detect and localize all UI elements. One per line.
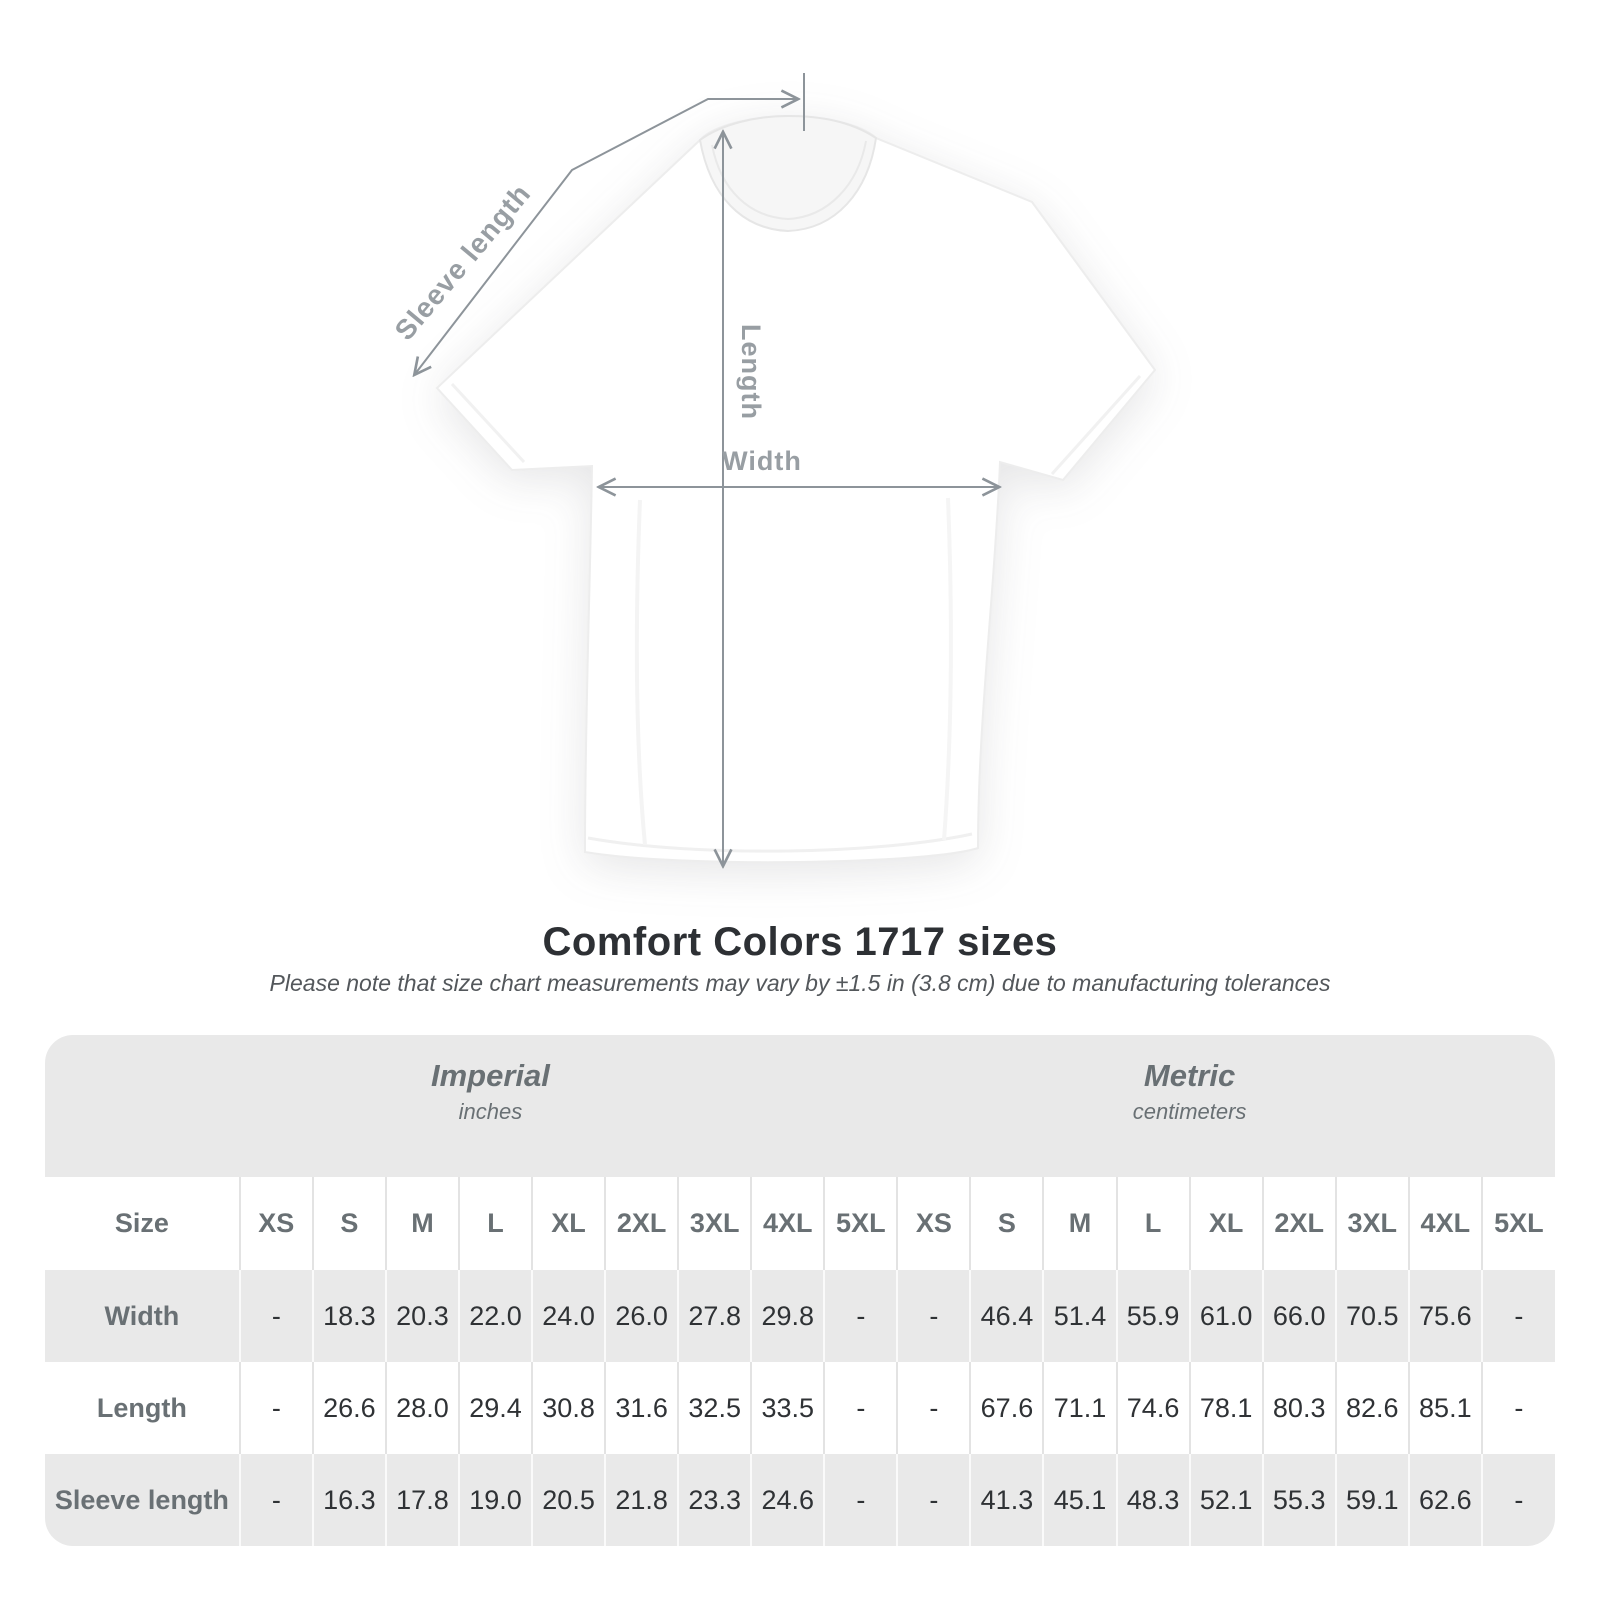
size-tolerance-note: Please note that size chart measurements… [269,970,1331,996]
cell-sleeve-length-imperial-xl: 20.5 [531,1454,606,1546]
table-row-length: Length -26.6 28.0 29.4 30.8 31.6 32.5 33.5- -67.… [45,1362,1555,1454]
cell-sleeve-length-metric-5xl: - [1480,1454,1555,1546]
size-chart-table: Imperial inches Metric centimeters Size X… [45,1035,1555,1546]
tshirt-illustration: Sleeve length Length Width [389,73,1157,920]
cell-width-imperial-xl: 24.0 [531,1270,606,1362]
size-header-imperial-s: S [311,1177,386,1270]
cell-sleeve-length-metric-2xl: 55.3 [1261,1454,1336,1546]
cell-length-imperial-l: 29.4 [457,1362,533,1454]
cell-width-metric-xs: - [896,1270,971,1362]
imperial-sublabel: inches [458,1099,523,1124]
tshirt-shape [435,114,1157,864]
cell-sleeve-length-metric-l: 48.3 [1115,1454,1190,1546]
cell-length-imperial-3xl: 32.5 [677,1362,752,1454]
cell-width-metric-2xl: 66.0 [1261,1270,1336,1362]
size-header-imperial-4xl: 4XL [750,1177,825,1270]
cell-width-imperial-l: 22.0 [457,1270,533,1362]
tshirt-diagram: Sleeve length Length Width [389,73,1157,920]
metric-sublabel: centimeters [1132,1099,1247,1124]
cell-sleeve-length-imperial-s: 16.3 [311,1454,386,1546]
imperial-label: Imperial [430,1058,550,1093]
cell-width-imperial-5xl: - [823,1270,898,1362]
size-header-metric-l: L [1115,1177,1190,1270]
cell-width-imperial-3xl: 27.8 [677,1270,752,1362]
size-header-metric-s: S [969,1177,1044,1270]
size-header-metric-m: M [1042,1177,1117,1270]
unit-group-metric: Metric centimeters [1133,1057,1247,1129]
size-header-imperial-xs: XS [238,1177,313,1270]
cell-length-imperial-s: 26.6 [311,1362,386,1454]
size-header-metric-xs: XS [896,1177,971,1270]
measurements-table: Size XS S M L XL 2XL 3XL 4XL 5XL XS S M L XL 2XL 3XL 4XL 5… [45,1177,1555,1546]
cell-length-metric-3xl: 82.6 [1334,1362,1409,1454]
size-header-imperial-3xl: 3XL [677,1177,752,1270]
cell-sleeve-length-metric-3xl: 59.1 [1334,1454,1409,1546]
unit-group-imperial: Imperial inches [431,1057,550,1129]
cell-sleeve-length-imperial-3xl: 23.3 [677,1454,752,1546]
size-header-imperial-xl: XL [531,1177,606,1270]
width-label: Width [722,446,802,476]
cell-width-metric-3xl: 70.5 [1334,1270,1409,1362]
cell-width-metric-xl: 61.0 [1188,1270,1263,1362]
cell-length-metric-xl: 78.1 [1188,1362,1263,1454]
size-header-metric-xl: XL [1188,1177,1263,1270]
cell-sleeve-length-imperial-l: 19.0 [457,1454,533,1546]
table-row-sleeve-length: Sleeve length -16.3 17.8 19.0 20.5 21.8 23.3 24… [45,1454,1555,1546]
cell-width-metric-5xl: - [1480,1270,1555,1362]
size-header-metric-3xl: 3XL [1334,1177,1409,1270]
cell-sleeve-length-metric-s: 41.3 [969,1454,1044,1546]
cell-length-metric-5xl: - [1480,1362,1555,1454]
cell-sleeve-length-imperial-m: 17.8 [384,1454,459,1546]
size-header-imperial-5xl: 5XL [823,1177,898,1270]
cell-sleeve-length-imperial-xs: - [238,1454,313,1546]
cell-length-metric-s: 67.6 [969,1362,1044,1454]
cell-width-imperial-4xl: 29.8 [750,1270,825,1362]
cell-length-metric-m: 71.1 [1042,1362,1117,1454]
cell-length-metric-xs: - [896,1362,971,1454]
cell-width-imperial-2xl: 26.0 [604,1270,679,1362]
size-header-metric-5xl: 5XL [1480,1177,1555,1270]
cell-length-imperial-xs: - [238,1362,313,1454]
cell-length-imperial-m: 28.0 [384,1362,459,1454]
cell-sleeve-length-imperial-5xl: - [823,1454,898,1546]
size-header-metric-4xl: 4XL [1407,1177,1482,1270]
size-header-imperial-2xl: 2XL [604,1177,679,1270]
row-label-length: Length [96,1392,187,1423]
cell-width-imperial-s: 18.3 [311,1270,386,1362]
row-label-sleeve-length: Sleeve length [54,1484,229,1515]
page-title: Comfort Colors 1717 sizes [542,920,1058,964]
cell-length-imperial-5xl: - [823,1362,898,1454]
table-row-width: Width -18.3 20.3 22.0 24.0 26.0 27.8 29.8- -46.4… [45,1270,1555,1362]
cell-length-imperial-2xl: 31.6 [604,1362,679,1454]
cell-width-metric-l: 55.9 [1115,1270,1190,1362]
cell-length-metric-2xl: 80.3 [1261,1362,1336,1454]
cell-length-metric-4xl: 85.1 [1407,1362,1482,1454]
cell-width-metric-m: 51.4 [1042,1270,1117,1362]
cell-sleeve-length-metric-xl: 52.1 [1188,1454,1263,1546]
sleeve-length-arrow [415,99,797,374]
unit-header-band: Imperial inches Metric centimeters [45,1035,1555,1177]
cell-width-imperial-m: 20.3 [384,1270,459,1362]
cell-length-imperial-xl: 30.8 [531,1362,606,1454]
cell-sleeve-length-imperial-4xl: 24.6 [750,1454,825,1546]
cell-width-metric-s: 46.4 [969,1270,1044,1362]
cell-length-metric-l: 74.6 [1115,1362,1190,1454]
cell-sleeve-length-metric-xs: - [896,1454,971,1546]
cell-sleeve-length-imperial-2xl: 21.8 [604,1454,679,1546]
size-header-imperial-l: L [457,1177,533,1270]
size-header-metric-2xl: 2XL [1261,1177,1336,1270]
cell-sleeve-length-metric-m: 45.1 [1042,1454,1117,1546]
cell-width-imperial-xs: - [238,1270,313,1362]
length-label: Length [736,324,766,420]
cell-sleeve-length-metric-4xl: 62.6 [1407,1454,1482,1546]
cell-width-metric-4xl: 75.6 [1407,1270,1482,1362]
size-header-imperial-m: M [384,1177,459,1270]
row-label-width: Width [104,1300,180,1331]
cell-length-imperial-4xl: 33.5 [750,1362,825,1454]
metric-label: Metric [1143,1058,1236,1093]
size-column-header: Size [114,1208,169,1238]
size-header-row: Size XS S M L XL 2XL 3XL 4XL 5XL XS S M L XL 2XL 3XL 4XL 5… [45,1177,1555,1270]
